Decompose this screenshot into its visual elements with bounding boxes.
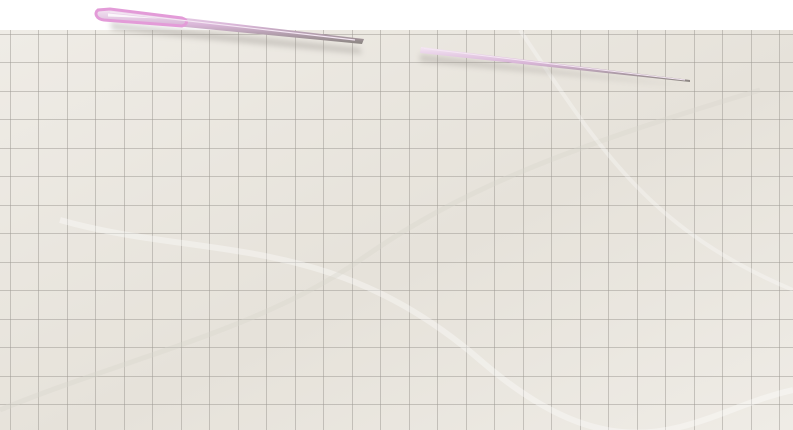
needle-eye-icon — [94, 7, 188, 28]
grid-paper — [0, 30, 793, 430]
paper-crease — [59, 217, 793, 430]
paper-crease — [0, 87, 761, 413]
needle-eye-hole — [108, 13, 160, 19]
grid-lines — [0, 30, 793, 430]
grid-paper-svg — [0, 30, 793, 430]
